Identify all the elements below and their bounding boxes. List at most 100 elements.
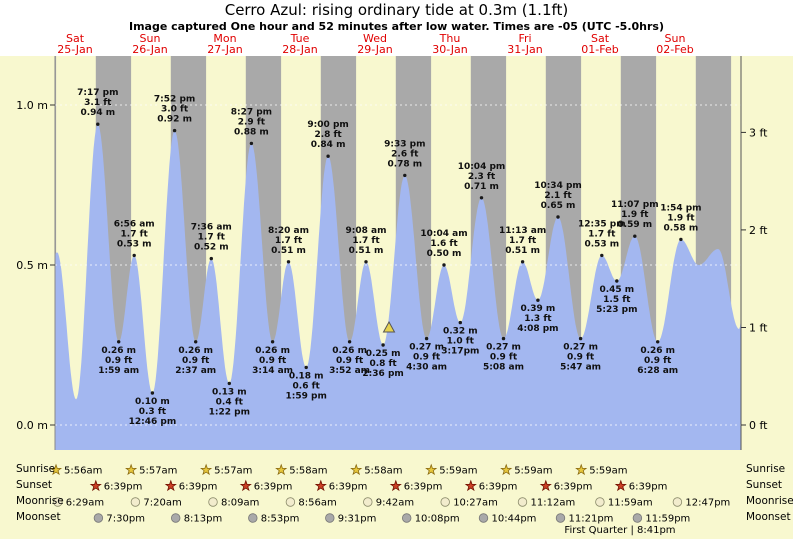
sunset-time: 6:39pm xyxy=(104,482,143,493)
moonset-time: 10:08pm xyxy=(415,514,460,525)
tide-event-label: 9:08 am xyxy=(346,226,387,236)
left-axis-label: 0.5 m xyxy=(16,259,48,272)
day-label-weekday: Thu xyxy=(439,32,461,45)
tide-event-label: 10:04 am xyxy=(420,229,467,239)
tide-event-label: 0.9 ft xyxy=(259,356,287,366)
tide-event-label: 0.6 ft xyxy=(293,381,321,391)
sunrise-icon xyxy=(275,463,288,476)
tide-extreme-dot xyxy=(286,260,291,264)
day-label-weekday: Fri xyxy=(518,32,531,45)
tide-event-label: 4:08 pm xyxy=(517,324,558,334)
moonset-icon xyxy=(632,513,643,523)
tide-event-label: 0.26 m xyxy=(332,346,367,356)
tide-event-label: 1.3 ft xyxy=(524,314,552,324)
moonrise-icon xyxy=(672,497,683,507)
title-bar: Cerro Azul: rising ordinary tide at 0.3m… xyxy=(0,0,793,56)
tide-event-label: 12:35 pm xyxy=(578,219,626,229)
tide-event-label: 0.53 m xyxy=(584,239,619,249)
moonrise-time: 8:09am xyxy=(221,498,259,509)
moonset-icon xyxy=(555,513,566,523)
tide-extreme-dot xyxy=(326,154,330,158)
tide-event-label: 0.59 m xyxy=(617,220,652,230)
moonrise-time: 9:42am xyxy=(376,498,414,509)
moonset-icon xyxy=(325,513,335,523)
tide-event-label: 3.0 ft xyxy=(161,105,189,115)
tide-event-label: 9:00 pm xyxy=(307,120,348,130)
tide-event-label: 0.26 m xyxy=(178,346,213,356)
tide-event-label: 1:54 pm xyxy=(660,203,701,213)
moonset-icon xyxy=(248,513,258,523)
tide-event-label: 0.25 m xyxy=(366,349,401,359)
tide-event-label: 0.10 m xyxy=(135,397,170,407)
day-label-date: 31-Jan xyxy=(507,43,543,56)
tide-event-label: 0.27 m xyxy=(563,343,598,353)
day-label-weekday: Tue xyxy=(290,32,310,45)
sunrise-icon xyxy=(350,463,363,476)
sunrise-icon xyxy=(125,463,138,476)
tide-event-label: 0.26 m xyxy=(640,346,675,356)
tide-event-label: 0.45 m xyxy=(599,285,634,295)
moonrise-row-label-left: Moonrise xyxy=(16,495,64,507)
sunset-icon xyxy=(614,479,627,492)
sunrise-row-label-right: Sunrise xyxy=(746,463,786,475)
sunset-time: 6:39pm xyxy=(179,482,218,493)
moonrise-time: 11:59am xyxy=(608,498,653,509)
moonset-icon xyxy=(478,513,489,523)
capture-subtitle: Image captured One hour and 52 minutes a… xyxy=(129,20,664,33)
tide-extreme-dot xyxy=(172,128,177,133)
right-axis-label: 3 ft xyxy=(749,126,768,139)
tide-event-label: 0.52 m xyxy=(194,243,229,253)
tide-extreme-dot xyxy=(227,381,231,386)
tide-event-label: 5:23 pm xyxy=(596,305,637,315)
moonset-icon xyxy=(402,513,412,523)
sunset-icon xyxy=(389,479,402,492)
sunrise-icon xyxy=(575,463,588,476)
tide-extreme-dot xyxy=(615,279,619,283)
tide-event-label: 2.9 ft xyxy=(238,117,266,127)
day-label-weekday: Mon xyxy=(213,32,236,45)
tide-event-label: 0.9 ft xyxy=(644,356,672,366)
moonrise-time: 6:29am xyxy=(66,498,104,509)
sunset-icon xyxy=(89,479,102,492)
tide-event-label: 0.50 m xyxy=(427,249,462,259)
tide-extreme-dot xyxy=(479,196,484,200)
sunrise-time: 5:59am xyxy=(439,466,477,477)
moonrise-time: 11:12am xyxy=(531,498,576,509)
left-axis-label: 1.0 m xyxy=(16,99,48,112)
moonrise-icon xyxy=(595,497,605,507)
tide-event-label: 0.9 ft xyxy=(490,353,518,363)
tide-extreme-dot xyxy=(578,336,583,341)
tide-event-label: 7:36 am xyxy=(191,223,232,233)
tide-event-label: 1.6 ft xyxy=(430,239,458,249)
tide-event-label: 0.26 m xyxy=(255,346,290,356)
tide-event-label: 1.7 ft xyxy=(588,229,616,239)
sunset-icon xyxy=(164,479,177,492)
tide-extreme-dot xyxy=(556,215,560,219)
tide-extreme-dot xyxy=(520,260,525,264)
day-label-weekday: Sun xyxy=(665,32,686,45)
page-title: Cerro Azul: rising ordinary tide at 0.3m… xyxy=(224,1,569,19)
sunrise-time: 5:59am xyxy=(514,466,552,477)
tide-event-label: 1.5 ft xyxy=(603,295,631,305)
tide-event-label: 0.78 m xyxy=(387,159,422,169)
tide-extreme-dot xyxy=(679,237,683,242)
sunset-time: 6:39pm xyxy=(554,482,593,493)
sunrise-icon xyxy=(500,463,513,476)
tide-event-label: 4:30 am xyxy=(406,363,447,373)
tide-event-label: 11:13 am xyxy=(499,226,546,236)
sunset-icon xyxy=(314,479,327,492)
sunrise-time: 5:57am xyxy=(139,466,177,477)
tide-event-label: 0.88 m xyxy=(234,127,269,137)
moonrise-icon xyxy=(285,497,296,507)
tide-extreme-dot xyxy=(633,234,637,238)
tide-extreme-dot xyxy=(270,340,275,344)
tide-extreme-dot xyxy=(249,141,254,146)
day-label-weekday: Sat xyxy=(66,32,85,45)
day-label-weekday: Wed xyxy=(363,32,387,45)
tide-event-label: 0.94 m xyxy=(80,108,115,118)
moonset-time: 8:53pm xyxy=(261,514,300,525)
day-label-date: 28-Jan xyxy=(282,43,318,56)
tide-extreme-dot xyxy=(442,263,446,267)
sunrise-icon xyxy=(49,463,63,476)
